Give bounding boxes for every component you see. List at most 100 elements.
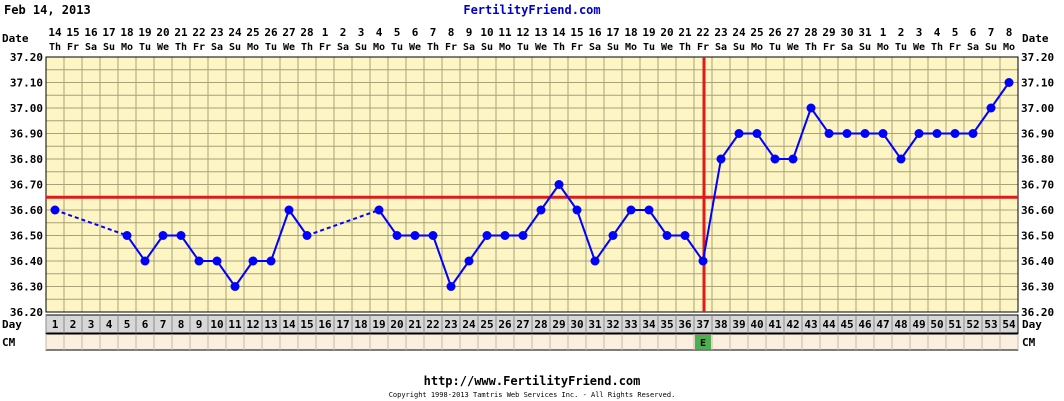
- date-label: 6: [412, 26, 419, 39]
- weekday-label: Fr: [193, 42, 205, 53]
- weekday-label: Fr: [697, 42, 709, 53]
- date-label: 19: [642, 26, 655, 39]
- series-segment: [126, 234, 146, 262]
- series-segment: [522, 209, 542, 237]
- temperature-point: [50, 205, 60, 215]
- date-label: 25: [750, 26, 763, 39]
- series-segment: [378, 209, 398, 237]
- temperature-point: [950, 129, 960, 138]
- weekday-label: Fr: [319, 42, 331, 53]
- temperature-point: [698, 256, 708, 266]
- cycle-day-label: 49: [912, 318, 925, 331]
- weekday-label: We: [913, 42, 925, 53]
- date-label: 26: [768, 26, 782, 39]
- date-label: 30: [840, 26, 853, 39]
- weekday-label: Th: [679, 42, 691, 53]
- weekday-label: Th: [427, 42, 439, 53]
- date-label: 3: [358, 26, 365, 39]
- y-tick-label-left: 36.40: [10, 255, 43, 268]
- series-segment: [684, 234, 704, 262]
- weekday-label: Tu: [769, 42, 781, 53]
- temperature-point: [860, 129, 870, 138]
- cycle-day-label: 44: [822, 318, 836, 331]
- series-segment: [216, 260, 236, 288]
- y-tick-label-left: 37.00: [10, 102, 43, 115]
- date-label: 24: [228, 26, 242, 39]
- cm-observation-label: E: [700, 338, 706, 349]
- weekday-label: Sa: [337, 42, 349, 53]
- series-segment: [234, 260, 254, 288]
- date-label: 22: [696, 26, 709, 39]
- date-label: 14: [48, 26, 62, 39]
- y-tick-label-left: 36.50: [10, 230, 43, 243]
- footer-url[interactable]: http://www.FertilityFriend.com: [423, 374, 641, 388]
- date-label: 31: [858, 26, 872, 39]
- weekday-label: Th: [553, 42, 565, 53]
- cycle-day-label: 22: [426, 318, 439, 331]
- temperature-point: [392, 231, 402, 240]
- weekday-label: We: [787, 42, 799, 53]
- weekday-label: Tu: [265, 42, 277, 53]
- weekday-label: Mo: [373, 42, 385, 53]
- temperature-point: [914, 129, 924, 138]
- series-segment: [594, 234, 614, 262]
- date-label: 27: [786, 26, 799, 39]
- date-label: 17: [606, 26, 619, 39]
- cycle-day-label: 29: [552, 318, 565, 331]
- cm-egg-white-cell: [695, 335, 711, 349]
- weekday-label: Mo: [625, 42, 637, 53]
- date-label: 21: [678, 26, 692, 39]
- weekday-label: We: [661, 42, 673, 53]
- y-tick-label-right: 36.40: [1021, 255, 1054, 268]
- date-label: 20: [156, 26, 169, 39]
- date-label: 24: [732, 26, 746, 39]
- temperature-point: [410, 231, 420, 240]
- temperature-point: [158, 231, 168, 240]
- temperature-point: [770, 154, 780, 164]
- cycle-day-label: 43: [804, 318, 817, 331]
- date-label: 1: [322, 26, 329, 39]
- weekday-label: Th: [49, 42, 61, 53]
- cycle-day-label: 33: [624, 318, 637, 331]
- cycle-day-label: 7: [160, 318, 167, 331]
- site-title-link[interactable]: FertilityFriend.com: [463, 3, 601, 17]
- weekday-label: Sa: [211, 42, 223, 53]
- date-label: 1: [880, 26, 887, 39]
- y-tick-label-left: 36.20: [10, 306, 43, 319]
- weekday-label: Tu: [895, 42, 907, 53]
- date-label: 15: [66, 26, 79, 39]
- weekday-label: Tu: [139, 42, 151, 53]
- y-tick-label-left: 36.90: [10, 128, 43, 141]
- temperature-point: [194, 256, 204, 266]
- temperature-point: [446, 282, 456, 291]
- cycle-day-label: 23: [444, 318, 457, 331]
- date-label: 13: [534, 26, 547, 39]
- y-tick-label-left: 36.30: [10, 281, 43, 294]
- temperature-point: [968, 129, 978, 138]
- day-row-label: Day: [2, 318, 22, 331]
- cycle-day-label: 26: [498, 318, 512, 331]
- date-label: 5: [952, 26, 959, 39]
- cycle-day-label: 18: [354, 318, 367, 331]
- series-segment: [702, 158, 722, 262]
- date-label: 22: [192, 26, 205, 39]
- temperature-point: [176, 231, 186, 240]
- date-label: 29: [822, 26, 835, 39]
- cycle-day-label: 27: [516, 318, 529, 331]
- weekday-label: Mo: [247, 42, 259, 53]
- y-tick-label-right: 37.10: [1021, 77, 1054, 90]
- weekday-label: Su: [229, 42, 241, 53]
- y-tick-label-right: 36.80: [1021, 153, 1054, 166]
- date-label: 4: [376, 26, 383, 39]
- weekday-label: Su: [733, 42, 745, 53]
- y-tick-label-right: 36.60: [1021, 204, 1054, 217]
- temperature-point: [428, 231, 438, 240]
- y-tick-label-right: 36.50: [1021, 230, 1054, 243]
- weekday-label: Th: [175, 42, 187, 53]
- weekday-label: We: [283, 42, 295, 53]
- date-label: 19: [138, 26, 151, 39]
- weekday-label: Fr: [445, 42, 457, 53]
- weekday-label: Th: [931, 42, 943, 53]
- series-segment: [648, 209, 668, 237]
